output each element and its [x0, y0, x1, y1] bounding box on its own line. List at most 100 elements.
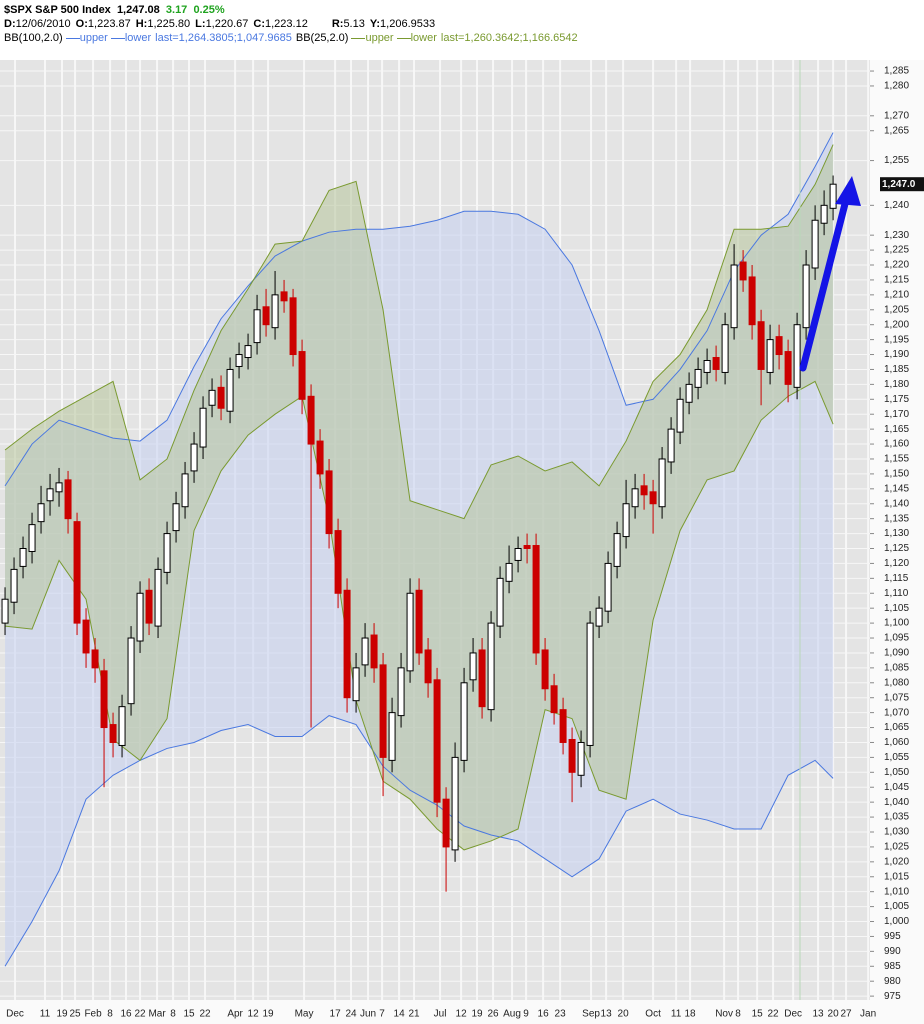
y-tick-label: 1,165	[884, 424, 909, 435]
x-tick-label: 22	[199, 1009, 211, 1020]
candle-body	[307, 395, 315, 445]
y-tick-label: 1,255	[884, 155, 909, 166]
candle-body	[199, 407, 207, 448]
chart-header: $SPX S&P 500 Index 1,247.08 3.17 0.25% D…	[0, 0, 924, 60]
candle-body	[1, 598, 9, 624]
x-tick-label: 25	[70, 1009, 82, 1020]
candle-body	[739, 261, 747, 281]
x-tick-label: May	[295, 1009, 314, 1020]
y-tick-label: 1,230	[884, 230, 909, 241]
x-tick-label: 22	[134, 1009, 146, 1020]
ohlc-key: L:	[195, 18, 206, 30]
candle-body	[613, 533, 621, 567]
y-tick-label: 1,280	[884, 81, 909, 92]
candle-body	[208, 389, 216, 406]
header-line: $SPX S&P 500 Index 1,247.08 3.17 0.25%	[4, 3, 920, 17]
y-tick-label: 990	[884, 946, 901, 957]
y-tick-label: 1,020	[884, 856, 909, 867]
candle-body	[334, 530, 342, 594]
x-tick-label: 15	[752, 1009, 764, 1020]
y-tick-label: 1,240	[884, 200, 909, 211]
candle-body	[370, 634, 378, 669]
candle-body	[388, 712, 396, 761]
x-tick-label: 21	[408, 1009, 420, 1020]
y-tick-label: 975	[884, 991, 901, 1002]
y-tick-label: 985	[884, 961, 901, 972]
candle-body	[586, 622, 594, 746]
x-tick-label: Sep	[582, 1009, 600, 1020]
price-tag-label: 1,247.0	[882, 179, 916, 190]
candle-body	[541, 649, 549, 690]
x-tick-label: 19	[262, 1009, 274, 1020]
candle-body	[271, 294, 279, 329]
candle-body	[550, 685, 558, 714]
y-tick-label: 1,095	[884, 633, 909, 644]
ohlc-value: 1,225.80	[147, 18, 191, 30]
candle-body	[640, 485, 648, 496]
symbol: $SPX S&P 500 Index	[4, 4, 111, 16]
x-tick-label: 26	[487, 1009, 499, 1020]
y-tick-label: 1,285	[884, 66, 909, 77]
candle-body	[685, 383, 693, 403]
candle-body	[424, 649, 432, 684]
candle-body	[658, 458, 666, 508]
x-tick-label: Feb	[84, 1009, 102, 1020]
candle-body	[415, 589, 423, 654]
y-tick-label: 1,135	[884, 513, 909, 524]
candle-body	[46, 488, 54, 502]
candle-body	[820, 204, 828, 224]
x-tick-label: 18	[685, 1009, 697, 1020]
y-tick-label: 1,140	[884, 498, 909, 509]
candle-body	[748, 276, 756, 326]
x-tick-label: 13	[813, 1009, 825, 1020]
candle-body	[298, 351, 306, 400]
candle-body	[469, 652, 477, 681]
candle-body	[253, 309, 261, 344]
x-tick-label: Dec	[6, 1009, 24, 1020]
trend-arrow	[799, 196, 850, 372]
candle-body	[793, 324, 801, 388]
candle-body	[82, 619, 90, 654]
y-tick-label: 1,190	[884, 349, 909, 360]
y-tick-label: 1,060	[884, 737, 909, 748]
y-tick-label: 1,075	[884, 692, 909, 703]
band-fill	[5, 144, 834, 850]
candle-body	[100, 670, 108, 729]
candle-body	[433, 679, 441, 803]
candle-body	[622, 503, 630, 538]
last-price: 1,247.08	[116, 4, 160, 16]
candle-body	[262, 306, 270, 326]
bb-name: BB(100,2.0)	[4, 32, 63, 44]
candle-body	[361, 637, 369, 666]
x-tick-label: 8	[735, 1009, 741, 1020]
ohlc-key: R:	[331, 18, 344, 30]
candle-body	[523, 545, 531, 550]
y-tick-label: 1,115	[884, 573, 909, 584]
x-tick-label: 13	[601, 1009, 613, 1020]
candle-body	[802, 264, 810, 329]
y-tick-label: 1,210	[884, 289, 909, 300]
swatch	[351, 37, 366, 39]
candle-body	[316, 440, 324, 475]
candle-body	[811, 219, 819, 269]
x-tick-label: 23	[555, 1009, 567, 1020]
candle-body	[703, 360, 711, 373]
y-tick-label: 1,005	[884, 901, 909, 912]
candle-body	[577, 741, 585, 776]
band-line	[4, 380, 834, 851]
candle-body	[37, 503, 45, 523]
candle-body	[109, 724, 117, 743]
candle-body	[568, 738, 576, 773]
y-tick-label: 1,065	[884, 722, 909, 733]
x-tick-label: 17	[330, 1009, 342, 1020]
y-tick-label: 1,050	[884, 767, 909, 778]
ohlc-value: 1,220.67	[205, 18, 249, 30]
candle-body	[604, 562, 612, 612]
candle-body	[118, 706, 126, 746]
candle-body	[226, 368, 234, 412]
x-tick-label: 11	[671, 1009, 682, 1020]
x-tick-label: 16	[538, 1009, 550, 1020]
candle-body	[28, 524, 36, 552]
candle-body	[487, 622, 495, 711]
y-tick-label: 1,225	[884, 245, 909, 256]
